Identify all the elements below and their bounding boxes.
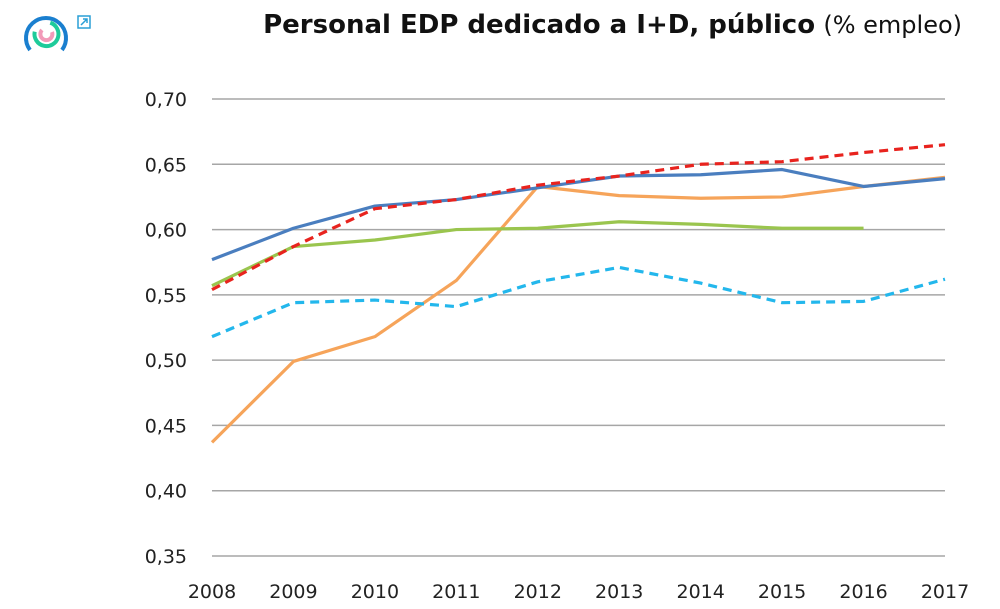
series-line-1 [210,175,946,444]
x-tick-label: 2017 [921,581,969,603]
y-tick-label: 0,50 [145,350,187,372]
x-tick-label: 2015 [758,581,806,603]
series-line-4 [211,167,946,262]
y-tick-label: 0,35 [145,546,187,568]
x-tick-label: 2008 [188,581,236,603]
x-tick-label: 2013 [595,581,643,603]
series-line-2 [211,220,864,288]
y-tick-label: 0,40 [145,481,187,503]
y-tick-label: 0,60 [145,220,187,242]
y-tick-label: 0,45 [145,415,187,437]
x-tick-label: 2016 [839,581,887,603]
chart-title-unit: (% empleo) [823,11,962,39]
x-tick-label: 2011 [432,581,480,603]
y-tick-label: 0,70 [145,89,187,111]
x-tick-label: 2009 [269,581,317,603]
circular-rings-logo-icon [24,16,68,52]
y-tick-label: 0,55 [145,285,187,307]
chart-title-main: Personal EDP dedicado a I+D, público [263,10,816,40]
x-tick-label: 2012 [514,581,562,603]
x-tick-label: 2010 [351,581,399,603]
series-line-3 [211,265,946,339]
external-link-icon[interactable] [77,15,91,29]
chart-title: Personal EDP dedicado a I+D, público (% … [263,10,962,40]
x-tick-label: 2014 [676,581,724,603]
series-line-5 [211,143,946,292]
y-tick-label: 0,65 [145,154,187,176]
